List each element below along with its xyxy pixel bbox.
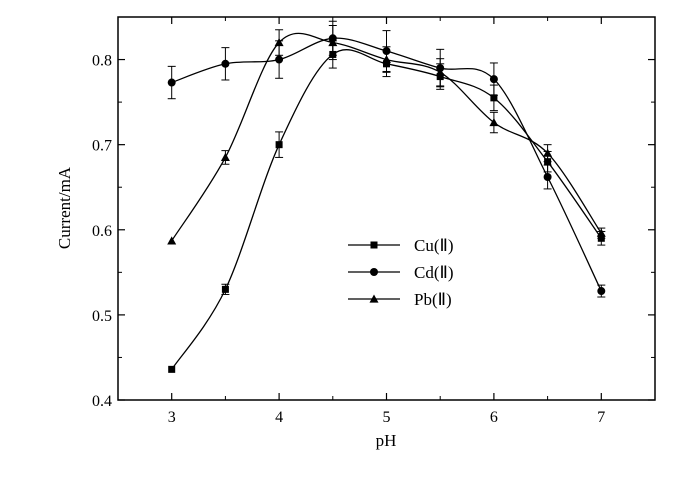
x-tick-label: 4 (275, 409, 283, 426)
y-tick-label: 0.4 (92, 393, 112, 410)
data-point (435, 67, 445, 76)
data-point (596, 228, 606, 237)
legend-label: Cd(Ⅱ) (414, 263, 454, 282)
data-point (489, 75, 498, 84)
legend-marker (369, 294, 379, 303)
data-point (275, 141, 283, 149)
data-point (382, 55, 391, 64)
x-tick-label: 7 (597, 409, 605, 426)
legend-label: Pb(Ⅱ) (414, 290, 452, 309)
data-point (168, 365, 176, 373)
data-point (167, 236, 177, 245)
data-point (490, 94, 498, 102)
series-line (171, 49, 602, 370)
x-axis-label: pH (376, 431, 397, 450)
legend-marker (370, 241, 378, 249)
legend: Cu(Ⅱ) Cd(Ⅱ) Pb(Ⅱ) (348, 236, 454, 309)
legend-label: Cu(Ⅱ) (414, 236, 454, 255)
y-axis-label: Current/mA (55, 166, 74, 249)
x-tick-label: 3 (168, 409, 176, 426)
series-layer (167, 20, 606, 373)
ticks: 3 4 5 6 7 0.4 0.5 0.6 0.7 0.8 (92, 17, 655, 426)
legend-marker (370, 268, 378, 276)
x-tick-label: 6 (490, 409, 498, 426)
y-tick-label: 0.6 (92, 223, 112, 240)
data-point (543, 148, 553, 157)
data-point (221, 59, 230, 68)
y-tick-label: 0.8 (92, 53, 112, 70)
data-point (220, 152, 230, 162)
data-point (328, 38, 338, 47)
data-point (221, 285, 229, 293)
data-point (489, 118, 499, 127)
series-line (171, 32, 602, 242)
data-point (275, 55, 284, 64)
x-tick-label: 5 (383, 409, 391, 426)
data-point (597, 287, 606, 296)
data-point (167, 78, 176, 87)
data-point (543, 173, 552, 182)
series-triangle (167, 25, 606, 245)
y-tick-label: 0.5 (92, 308, 112, 325)
y-tick-label: 0.7 (92, 138, 112, 155)
series-square (168, 40, 606, 373)
data-point (274, 38, 284, 47)
